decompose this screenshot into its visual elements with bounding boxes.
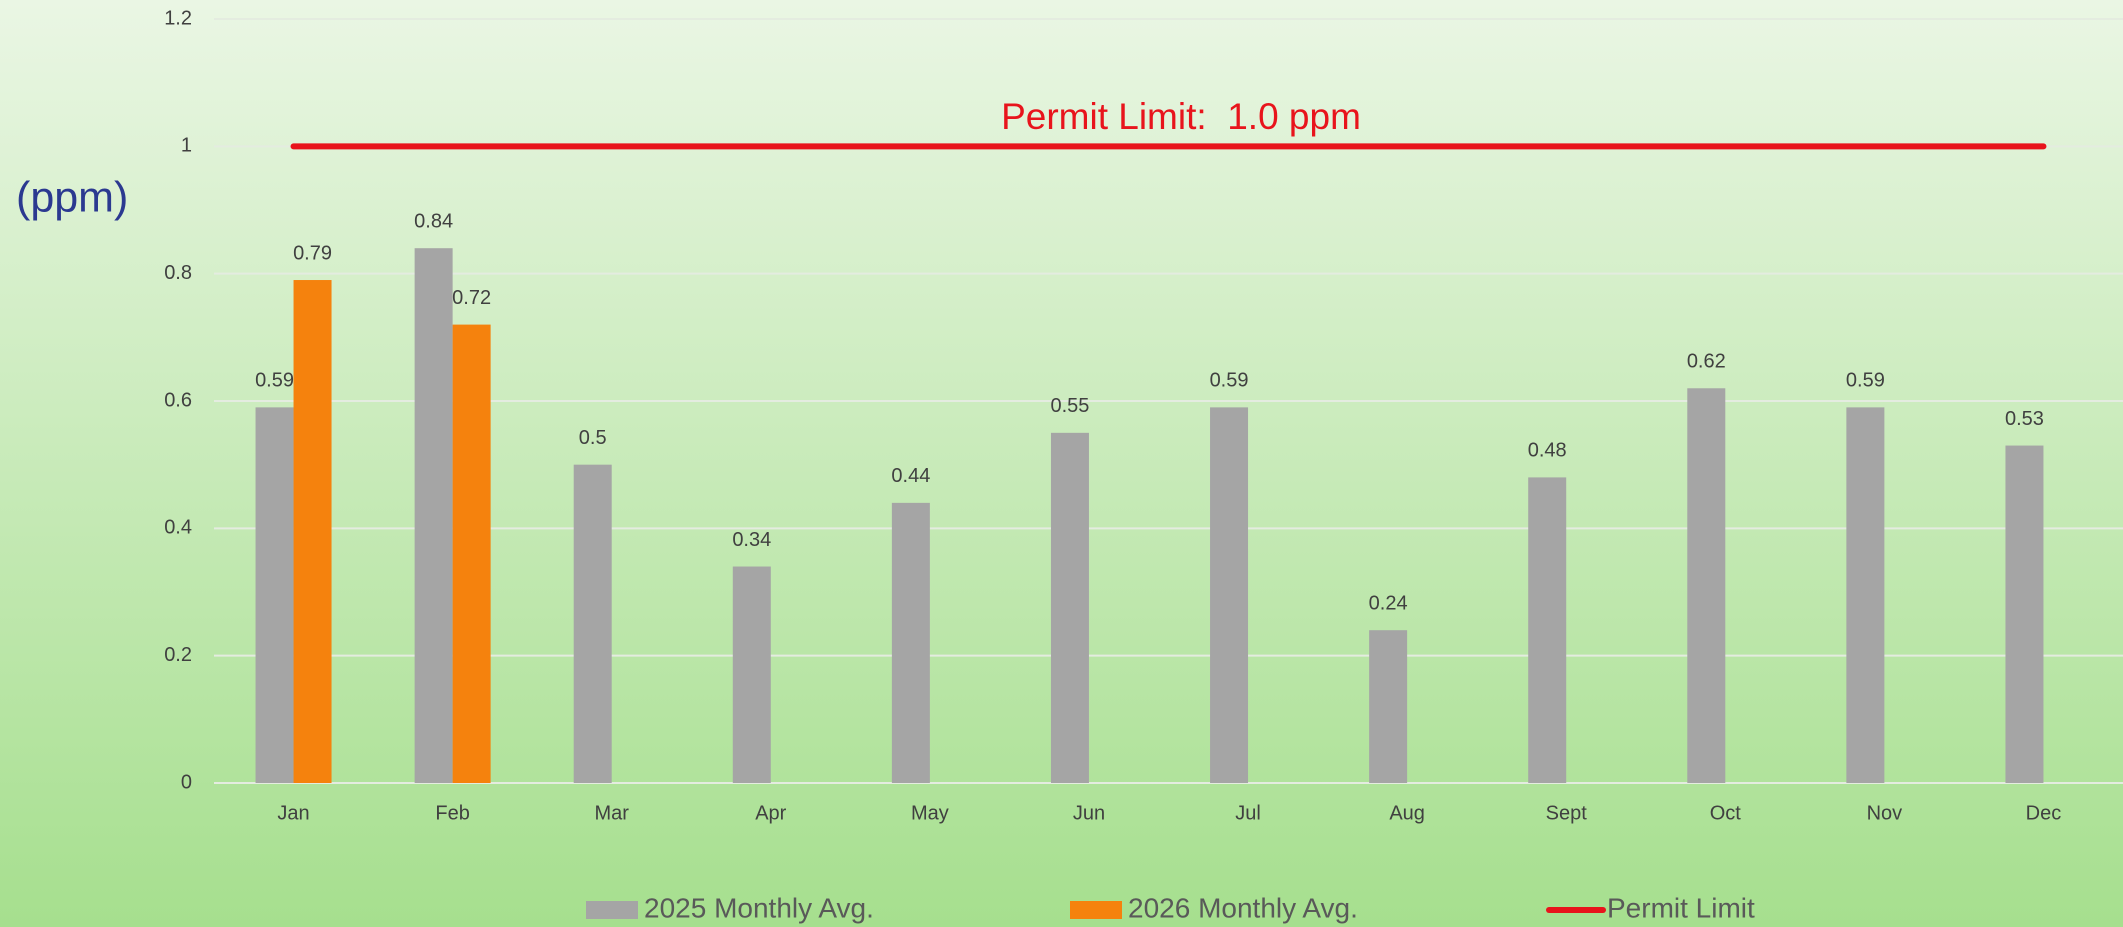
bar (1846, 407, 1885, 783)
bar (414, 248, 453, 783)
data-label: 0.24 (1369, 592, 1408, 614)
x-tick-label: Oct (1710, 802, 1742, 824)
y-tick-label: 0.8 (164, 262, 192, 284)
x-tick-label: Aug (1389, 802, 1425, 824)
annotation: Permit Limit: 1.0 ppm (1001, 96, 1361, 137)
x-tick-label: Feb (435, 802, 469, 824)
bar (1369, 630, 1408, 783)
bar (1528, 477, 1567, 783)
y-tick-label: 0.2 (164, 644, 192, 666)
data-label: 0.55 (1050, 395, 1089, 417)
data-label: 0.72 (452, 287, 491, 309)
data-label: 0.62 (1687, 351, 1726, 373)
x-tick-label: Nov (1867, 802, 1903, 824)
x-tick-label: Mar (594, 802, 629, 824)
y-tick-label: 1 (181, 135, 192, 157)
bar (1210, 407, 1249, 783)
legend-label: 2025 Monthly Avg. (644, 892, 874, 923)
data-label: 0.59 (1846, 370, 1885, 392)
x-tick-label: Apr (755, 802, 786, 824)
x-tick-label: Dec (2026, 802, 2062, 824)
legend-swatch (586, 901, 638, 919)
bar (1687, 388, 1726, 783)
bar (891, 502, 930, 783)
x-tick-label: Jul (1235, 802, 1261, 824)
x-tick-label: Jan (277, 802, 309, 824)
y-tick-label: 0.4 (164, 517, 192, 539)
bar (293, 280, 332, 783)
bar (452, 324, 491, 783)
legend-label: Permit Limit (1607, 892, 1755, 923)
bar (732, 566, 771, 783)
data-label: 0.48 (1528, 440, 1567, 462)
bar (1050, 432, 1089, 783)
y-axis-label: (ppm) (16, 173, 128, 221)
x-tick-label: Sept (1546, 802, 1588, 824)
data-label: 0.34 (732, 529, 771, 551)
data-label: 0.44 (891, 465, 930, 487)
data-label: 0.53 (2005, 408, 2044, 430)
data-label: 0.5 (579, 427, 607, 449)
y-tick-label: 0.6 (164, 389, 192, 411)
y-tick-label: 1.2 (164, 7, 192, 29)
data-label: 0.59 (1210, 370, 1249, 392)
legend-label: 2026 Monthly Avg. (1128, 892, 1358, 923)
x-tick-label: Jun (1073, 802, 1105, 824)
bar (573, 464, 612, 783)
data-label: 0.84 (414, 210, 453, 232)
bar (2005, 445, 2044, 783)
data-label: 0.59 (255, 370, 294, 392)
x-tick-label: May (911, 802, 949, 824)
legend-swatch (1070, 901, 1122, 919)
y-tick-label: 0 (181, 771, 192, 793)
data-label: 0.79 (293, 242, 332, 264)
bar (255, 407, 294, 783)
